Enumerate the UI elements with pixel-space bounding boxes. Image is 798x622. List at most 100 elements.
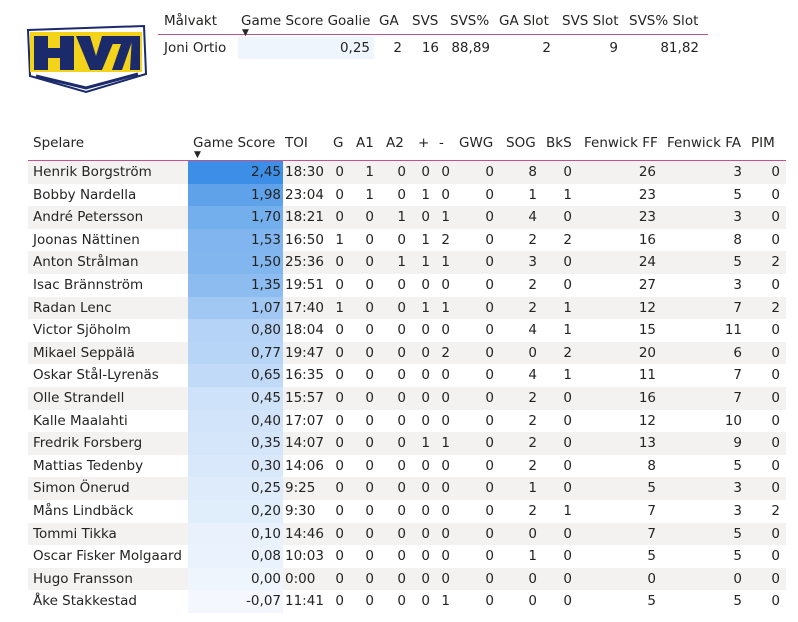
header-fenwick-fa[interactable]: Fenwick FA <box>667 135 741 151</box>
table-row[interactable]: Simon Önerud 0,25 9:25 0 0 0 0 0 0 1 0 5 3 0 <box>28 477 786 500</box>
player-sog: 4 <box>528 367 537 384</box>
sort-descending-icon[interactable]: ▼ <box>194 150 201 160</box>
player-fenwick-fa: 3 <box>733 502 742 519</box>
player-name: Anton Strålman <box>33 254 139 271</box>
goalie-ga-slot: 2 <box>542 40 551 56</box>
player-bks: 0 <box>563 457 572 474</box>
player-g: 0 <box>335 548 344 565</box>
player-a1: 0 <box>365 389 374 406</box>
player-fenwick-fa: 9 <box>733 435 742 452</box>
player-bks: 0 <box>563 389 572 406</box>
table-row[interactable]: Kalle Maalahti 0,40 17:07 0 0 0 0 0 0 2 0 12 10 0 <box>28 409 786 433</box>
header-g[interactable]: G <box>333 135 344 151</box>
game-score-background <box>188 454 283 478</box>
player-plus: 0 <box>421 570 430 587</box>
header-plus[interactable]: + <box>418 135 430 151</box>
table-row[interactable]: Tommi Tikka 0,10 14:46 0 0 0 0 0 0 0 0 7 5 0 <box>28 522 786 546</box>
goalie-table-row: Joni Ortio 0,25 2 16 88,89 2 9 81,82 <box>158 35 708 61</box>
table-row[interactable]: Henrik Borgström 2,45 18:30 0 1 0 0 0 0 8 0 26 3 0 <box>28 161 786 184</box>
player-plus: 0 <box>421 457 430 474</box>
goalie-svs-pct: 88,89 <box>451 40 490 56</box>
table-row[interactable]: Isac Brännström 1,35 19:51 0 0 0 0 0 0 2 0 27 3 0 <box>28 273 786 297</box>
player-minus: 1 <box>441 593 450 610</box>
table-row[interactable]: Radan Lenc 1,07 17:40 1 0 0 1 1 0 2 1 12 7 2 <box>28 296 786 320</box>
header-a2[interactable]: A2 <box>386 135 404 151</box>
player-sog: 0 <box>528 593 537 610</box>
header-svs-pct-slot[interactable]: SVS% Slot <box>629 13 699 29</box>
table-row[interactable]: Joonas Nättinen 1,53 16:50 1 0 0 1 2 0 2 2 16 8 0 <box>28 228 786 252</box>
header-game-score[interactable]: Game Score <box>193 135 276 151</box>
player-pim: 0 <box>771 593 780 610</box>
header-ga[interactable]: GA <box>379 13 399 29</box>
game-score-background <box>188 432 283 455</box>
header-svs-pct[interactable]: SVS% <box>450 13 490 29</box>
header-pim[interactable]: PIM <box>751 135 775 151</box>
table-row[interactable]: Oscar Fisker Molgaard 0,08 10:03 0 0 0 0 0 0 1 0 5 5… <box>28 545 786 568</box>
player-gwg: 0 <box>485 231 494 248</box>
player-fenwick-fa: 7 <box>733 389 742 406</box>
table-row[interactable]: Bobby Nardella 1,98 23:04 0 1 0 1 0 0 1 1 23 5 0 <box>28 183 786 207</box>
header-minus[interactable]: - <box>439 135 444 151</box>
table-row[interactable]: Olle Strandell 0,45 15:57 0 0 0 0 0 0 2 0 16 7 0 <box>28 386 786 410</box>
player-game-score: -0,07 <box>246 593 281 610</box>
header-game-score-goalie[interactable]: Game Score Goalie <box>241 13 371 29</box>
table-row[interactable]: Mattias Tedenby 0,30 14:06 0 0 0 0 0 0 2 0 8 5 0 <box>28 454 786 478</box>
header-malvakt[interactable]: Målvakt <box>164 13 218 29</box>
player-minus: 0 <box>441 457 450 474</box>
goalie-table-header: Målvakt Game Score Goalie ▼ GA SVS SVS% … <box>158 8 708 38</box>
player-pim: 0 <box>771 231 780 248</box>
player-minus: 0 <box>441 480 450 497</box>
table-row[interactable]: Åke Stakkestad -0,07 11:41 0 0 0 0 1 0 0 0 5 5 0 <box>28 590 786 613</box>
table-row[interactable]: Mikael Seppälä 0,77 19:47 0 0 0 0 2 0 0 2 20 6 0 <box>28 341 786 365</box>
table-row[interactable]: Hugo Fransson 0,00 0:00 0 0 0 0 0 0 0 0 0 0 0 <box>28 567 786 591</box>
table-row[interactable]: Oskar Stål-Lyrenäs 0,65 16:35 0 0 0 0 0 0 4 1 11 7 0 <box>28 364 786 387</box>
player-pim: 0 <box>771 164 780 180</box>
player-fenwick-ff: 13 <box>638 435 656 452</box>
player-game-score: 0,77 <box>250 344 281 361</box>
header-fenwick-ff[interactable]: Fenwick FF <box>584 135 658 151</box>
sort-descending-icon[interactable]: ▼ <box>242 28 249 38</box>
player-g: 0 <box>335 593 344 610</box>
player-pim: 0 <box>771 389 780 406</box>
table-row[interactable]: Fredrik Forsberg 0,35 14:07 0 0 0 1 1 0 2 0 13 9 0 <box>28 432 786 455</box>
header-bks[interactable]: BkS <box>546 135 572 151</box>
player-a1: 1 <box>365 186 374 203</box>
header-sog[interactable]: SOG <box>506 135 536 151</box>
table-row[interactable]: Måns Lindbäck 0,20 9:30 0 0 0 0 0 0 2 1 7 3 2 <box>28 499 786 523</box>
player-fenwick-fa: 5 <box>733 548 742 565</box>
table-row[interactable]: Victor Sjöholm 0,80 18:04 0 0 0 0 0 0 4 1 15 11 0 <box>28 319 786 342</box>
player-game-score: 1,07 <box>250 299 281 316</box>
player-plus: 0 <box>421 548 430 565</box>
player-minus: 2 <box>441 231 450 248</box>
player-toi: 9:30 <box>285 502 316 519</box>
player-fenwick-ff: 8 <box>647 457 656 474</box>
header-spelare[interactable]: Spelare <box>33 135 85 151</box>
player-game-score: 0,40 <box>250 412 281 429</box>
player-toi: 15:57 <box>285 389 324 406</box>
player-a2: 0 <box>397 367 406 384</box>
player-name: Tommi Tikka <box>33 525 117 542</box>
player-pim: 0 <box>771 435 780 452</box>
header-svs-slot[interactable]: SVS Slot <box>562 13 619 29</box>
header-gwg[interactable]: GWG <box>459 135 494 151</box>
player-a2: 0 <box>397 502 406 519</box>
table-row[interactable]: Anton Strålman 1,50 25:36 0 0 1 1 1 0 3 0 24 5 2 <box>28 251 786 274</box>
player-g: 0 <box>335 367 344 384</box>
header-toi[interactable]: TOI <box>285 135 308 151</box>
player-name: Henrik Borgström <box>33 164 152 180</box>
player-bks: 1 <box>563 299 572 316</box>
player-fenwick-fa: 3 <box>733 209 742 226</box>
header-a1[interactable]: A1 <box>356 135 374 151</box>
player-sog: 1 <box>528 548 537 565</box>
player-gwg: 0 <box>485 367 494 384</box>
player-plus: 1 <box>421 299 430 316</box>
player-sog: 1 <box>528 186 537 203</box>
header-svs[interactable]: SVS <box>412 13 439 29</box>
player-g: 0 <box>335 389 344 406</box>
table-row[interactable]: André Petersson 1,70 18:21 0 0 1 0 1 0 4 0 23 3 0 <box>28 206 786 229</box>
game-score-background <box>188 296 283 320</box>
header-ga-slot[interactable]: GA Slot <box>499 13 549 29</box>
player-minus: 0 <box>441 186 450 203</box>
player-plus: 0 <box>421 344 430 361</box>
player-minus: 0 <box>441 164 450 180</box>
